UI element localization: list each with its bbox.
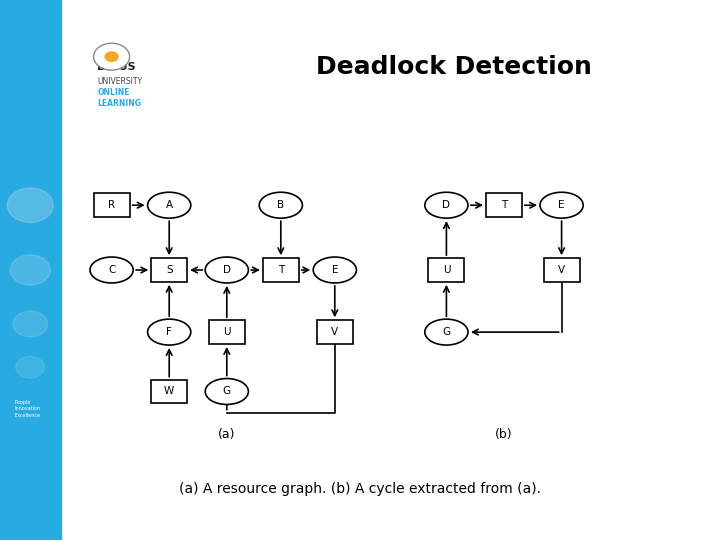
Text: UNIVERSITY: UNIVERSITY <box>97 77 143 85</box>
Text: U: U <box>223 327 230 337</box>
Text: F: F <box>166 327 172 337</box>
Circle shape <box>104 51 119 62</box>
Text: ONLINE: ONLINE <box>97 89 130 97</box>
Text: (b): (b) <box>495 428 513 441</box>
Bar <box>0 0 61 540</box>
Text: E: E <box>331 265 338 275</box>
Text: E: E <box>558 200 565 210</box>
Ellipse shape <box>425 192 468 218</box>
Text: LEARNING: LEARNING <box>97 99 141 108</box>
Ellipse shape <box>205 379 248 404</box>
Text: BINUS: BINUS <box>97 63 136 72</box>
Circle shape <box>13 311 48 337</box>
Circle shape <box>94 43 130 70</box>
Ellipse shape <box>540 192 583 218</box>
Text: W: W <box>164 387 174 396</box>
Text: G: G <box>442 327 451 337</box>
Bar <box>151 380 187 403</box>
Text: V: V <box>558 265 565 275</box>
Text: S: S <box>166 265 173 275</box>
Bar <box>263 258 299 282</box>
Text: People
Innovation
Excellence: People Innovation Excellence <box>14 400 40 418</box>
Bar <box>317 320 353 344</box>
Ellipse shape <box>148 319 191 345</box>
Bar <box>428 258 464 282</box>
Ellipse shape <box>205 257 248 283</box>
Text: D: D <box>222 265 231 275</box>
Text: A: A <box>166 200 173 210</box>
Text: R: R <box>108 200 115 210</box>
Text: Deadlock Detection: Deadlock Detection <box>315 56 592 79</box>
Text: U: U <box>443 265 450 275</box>
Text: B: B <box>277 200 284 210</box>
Ellipse shape <box>313 257 356 283</box>
Text: T: T <box>501 200 507 210</box>
Text: G: G <box>222 387 231 396</box>
Bar <box>151 258 187 282</box>
Ellipse shape <box>259 192 302 218</box>
Ellipse shape <box>90 257 133 283</box>
Ellipse shape <box>425 319 468 345</box>
Text: (a): (a) <box>218 428 235 441</box>
Circle shape <box>16 356 45 378</box>
Bar <box>486 193 522 217</box>
Ellipse shape <box>148 192 191 218</box>
Text: V: V <box>331 327 338 337</box>
Bar <box>544 258 580 282</box>
Circle shape <box>7 188 53 222</box>
Bar <box>209 320 245 344</box>
Text: (a) A resource graph. (b) A cycle extracted from (a).: (a) A resource graph. (b) A cycle extrac… <box>179 482 541 496</box>
Text: D: D <box>442 200 451 210</box>
Circle shape <box>10 255 50 285</box>
Text: T: T <box>278 265 284 275</box>
Bar <box>94 193 130 217</box>
Text: C: C <box>108 265 115 275</box>
